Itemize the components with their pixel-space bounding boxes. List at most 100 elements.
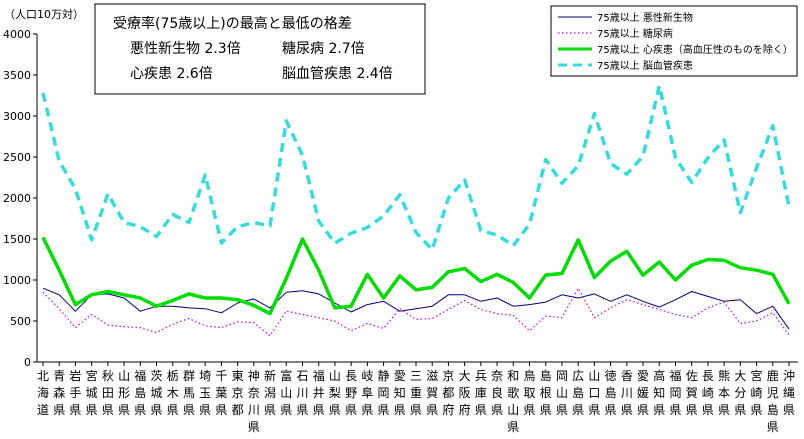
x-tick-label: 北 <box>37 369 49 383</box>
x-tick-label: 県 <box>118 403 130 417</box>
series-lines <box>41 83 791 337</box>
x-tick-label: 県 <box>280 403 292 417</box>
x-tick-label: 川 <box>296 386 308 400</box>
x-tick-label: 県 <box>248 420 260 434</box>
x-tick-label: 山 <box>507 403 519 417</box>
x-tick-label: 県 <box>686 403 698 417</box>
x-tick-label: 秋 <box>102 369 114 383</box>
x-tick-label: 山 <box>280 386 292 400</box>
x-tick-label: 森 <box>53 385 65 400</box>
x-tick-label: 県 <box>394 403 406 417</box>
x-tick-label: 県 <box>313 403 325 417</box>
y-tick-label: 3000 <box>3 110 31 123</box>
x-tick-label: 岡 <box>556 369 568 383</box>
y-tick-label: 2000 <box>3 192 31 205</box>
x-tick-label: 県 <box>378 403 390 417</box>
x-tick-label: 県 <box>588 403 600 417</box>
x-tick-label: 県 <box>767 420 779 434</box>
x-tick-label: 川 <box>248 403 260 417</box>
x-tick-label: 東 <box>232 369 244 383</box>
x-tick-label: 県 <box>53 403 65 417</box>
x-tick-label: 山 <box>329 369 341 383</box>
x-tick-label: 児 <box>767 386 779 400</box>
x-tick-label: 兵 <box>475 369 487 383</box>
x-tick-label: 長 <box>702 369 714 383</box>
x-tick-label: 手 <box>69 386 81 400</box>
x-tick-label: 栃 <box>167 369 179 383</box>
x-tick-label: 大 <box>459 369 471 383</box>
x-tick-label: 都 <box>232 403 244 417</box>
x-tick-label: 富 <box>280 368 292 383</box>
x-tick-label: 愛 <box>394 369 406 383</box>
x-tick-label: 京 <box>442 369 454 383</box>
x-tick-label: 県 <box>524 403 536 417</box>
x-tick-label: 道 <box>37 403 49 417</box>
x-tick-label: 賀 <box>686 386 698 400</box>
x-tick-label: 県 <box>621 403 633 417</box>
x-tick-label: 県 <box>134 403 146 417</box>
annotation-cancer: 悪性新生物 2.3倍 <box>130 41 241 57</box>
x-tick-label: 県 <box>296 403 308 417</box>
x-tick-label: 佐 <box>686 369 698 383</box>
x-tick-label: 県 <box>491 403 503 417</box>
x-tick-label: 県 <box>167 403 179 417</box>
x-tick-label: 県 <box>751 403 763 417</box>
x-tick-label: 県 <box>669 403 681 417</box>
x-tick-label: 福 <box>669 368 681 383</box>
y-tick-label: 0 <box>24 356 31 369</box>
x-tick-label: 阜 <box>361 386 373 400</box>
x-tick-label: 岩 <box>69 368 81 383</box>
x-tick-label: 和 <box>507 369 519 383</box>
x-tick-label: 城 <box>86 386 98 400</box>
x-tick-label: 重 <box>410 386 422 400</box>
x-tick-label: 愛 <box>637 369 649 383</box>
y-tick-label: 1000 <box>3 274 31 287</box>
annotation-box: 受療率(75歳以上)の最高と最低の格差 悪性新生物 2.3倍 糖尿病 2.7倍 … <box>94 3 426 95</box>
legend-label: 75歳以上 脳血管疾患 <box>597 59 693 72</box>
series-line-3 <box>41 236 791 316</box>
x-tick-label: 岡 <box>378 386 390 400</box>
x-tick-label: 口 <box>588 386 600 400</box>
y-ticks: 0 500 1000 1500 2000 2500 3000 3500 4000 <box>3 28 37 369</box>
x-tick-label: 山 <box>588 369 600 383</box>
x-tick-label: 県 <box>475 403 487 417</box>
x-tick-label: 県 <box>702 403 714 417</box>
x-tick-label: 群 <box>183 369 195 383</box>
x-tick-label: 岡 <box>669 386 681 400</box>
x-tick-label: 県 <box>734 403 746 417</box>
x-tick-label: 県 <box>345 403 357 417</box>
annotation-heart: 心疾患 2.6倍 <box>130 66 213 82</box>
x-tick-label: 媛 <box>637 386 649 400</box>
x-tick-label: 宮 <box>86 368 98 383</box>
x-tick-label: 岐 <box>361 369 373 383</box>
x-tick-label: 神 <box>248 369 260 383</box>
x-tick-label: 梨 <box>329 386 341 400</box>
x-tick-label: 庫 <box>475 386 487 400</box>
x-tick-label: 県 <box>410 403 422 417</box>
x-tick-label: 府 <box>459 402 471 417</box>
x-tick-label: 県 <box>637 403 649 417</box>
annotation-title: 受療率(75歳以上)の最高と最低の格差 <box>113 15 352 32</box>
x-tick-label: 県 <box>572 403 584 417</box>
x-tick-label: 埼 <box>199 369 211 383</box>
series-line-2 <box>42 287 790 337</box>
x-tick-label: 山 <box>118 369 130 383</box>
x-tick-label: 馬 <box>183 386 195 400</box>
x-tick-label: 都 <box>442 386 454 400</box>
x-tick-label: 本 <box>718 386 730 400</box>
x-tick-label: 分 <box>734 386 746 400</box>
x-tick-label: 福 <box>313 368 325 383</box>
legend: 75歳以上 悪性新生物 75歳以上 糖尿病 75歳以上 心疾患（高血圧性のものを除く… <box>550 5 798 77</box>
x-tick-label: 知 <box>394 386 406 400</box>
x-tick-label: 良 <box>491 385 503 400</box>
x-tick-label: 石 <box>296 369 308 383</box>
x-tick-label: 熊 <box>718 368 730 383</box>
x-tick-label: 徳 <box>605 368 617 383</box>
x-tick-label: 高 <box>653 368 665 383</box>
x-tick-label: 県 <box>718 403 730 417</box>
x-tick-label: 崎 <box>751 386 763 400</box>
x-tick-label: 府 <box>442 402 454 417</box>
y-tick-label: 500 <box>10 315 31 328</box>
x-tick-label: 県 <box>426 403 438 417</box>
